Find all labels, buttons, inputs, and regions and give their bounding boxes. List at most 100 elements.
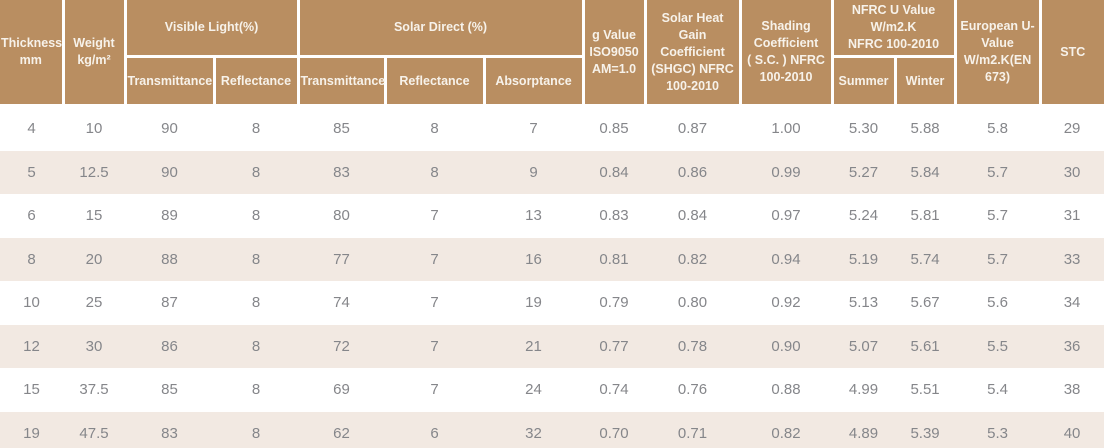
cell-u-winter: 5.74 bbox=[895, 237, 956, 281]
cell-g-value: 0.83 bbox=[583, 194, 646, 238]
header-solar-direct: Solar Direct (%) bbox=[296, 0, 585, 58]
cell-sd-transmittance: 72 bbox=[298, 324, 385, 368]
cell-g-value: 0.85 bbox=[583, 105, 646, 151]
cell-g-value: 0.77 bbox=[583, 324, 646, 368]
header-sub-row: Transmittance Reflectance Transmittance … bbox=[0, 55, 1104, 107]
cell-vl-transmittance: 83 bbox=[125, 411, 214, 448]
header-sd-reflectance: Reflectance bbox=[383, 55, 486, 107]
header-nfrc-u-value: NFRC U Value W/m2.K NFRC 100-2010 bbox=[830, 0, 957, 58]
header-vl-transmittance: Transmittance bbox=[123, 55, 216, 107]
cell-sd-absorptance: 7 bbox=[484, 105, 584, 151]
cell-weight: 25 bbox=[63, 281, 125, 325]
cell-sd-absorptance: 16 bbox=[484, 237, 584, 281]
cell-stc: 31 bbox=[1040, 194, 1104, 238]
cell-sd-transmittance: 83 bbox=[298, 150, 385, 194]
cell-sc: 0.99 bbox=[740, 150, 833, 194]
cell-shgc: 0.80 bbox=[645, 281, 741, 325]
cell-shgc: 0.87 bbox=[645, 105, 741, 151]
cell-thickness: 10 bbox=[0, 281, 63, 325]
cell-g-value: 0.81 bbox=[583, 237, 646, 281]
table-row: 15 37.5 85 8 69 7 24 0.74 0.76 0.88 4.99 5.51 5.4 38 bbox=[0, 368, 1104, 412]
cell-weight: 30 bbox=[63, 324, 125, 368]
cell-u-summer: 5.27 bbox=[832, 150, 896, 194]
cell-u-winter: 5.67 bbox=[895, 281, 956, 325]
header-sd-transmittance: Transmittance bbox=[296, 55, 387, 107]
cell-u-summer: 4.89 bbox=[832, 411, 896, 448]
cell-sd-reflectance: 7 bbox=[385, 324, 484, 368]
header-european-u-value: European U- Value W/m2.K(EN 673) bbox=[953, 0, 1042, 107]
cell-eu-u-value: 5.5 bbox=[955, 324, 1041, 368]
cell-sc: 1.00 bbox=[740, 105, 833, 151]
cell-vl-transmittance: 89 bbox=[125, 194, 214, 238]
cell-u-winter: 5.61 bbox=[895, 324, 956, 368]
cell-eu-u-value: 5.3 bbox=[955, 411, 1041, 448]
header-u-winter: Winter bbox=[893, 55, 957, 107]
cell-g-value: 0.79 bbox=[583, 281, 646, 325]
cell-sc: 0.82 bbox=[740, 411, 833, 448]
header-shgc: Solar Heat Gain Coefficient (SHGC) NFRC … bbox=[643, 0, 742, 107]
cell-sd-transmittance: 77 bbox=[298, 237, 385, 281]
cell-thickness: 12 bbox=[0, 324, 63, 368]
cell-g-value: 0.74 bbox=[583, 368, 646, 412]
cell-stc: 36 bbox=[1040, 324, 1104, 368]
cell-u-summer: 5.19 bbox=[832, 237, 896, 281]
cell-vl-transmittance: 85 bbox=[125, 368, 214, 412]
cell-sd-transmittance: 85 bbox=[298, 105, 385, 151]
header-sd-absorptance: Absorptance bbox=[482, 55, 585, 107]
cell-vl-reflectance: 8 bbox=[214, 194, 298, 238]
cell-eu-u-value: 5.4 bbox=[955, 368, 1041, 412]
cell-vl-reflectance: 8 bbox=[214, 411, 298, 448]
cell-stc: 38 bbox=[1040, 368, 1104, 412]
cell-u-summer: 4.99 bbox=[832, 368, 896, 412]
table-row: 8 20 88 8 77 7 16 0.81 0.82 0.94 5.19 5.74 5.7 33 bbox=[0, 237, 1104, 281]
cell-vl-transmittance: 86 bbox=[125, 324, 214, 368]
table-row: 12 30 86 8 72 7 21 0.77 0.78 0.90 5.07 5.61 5.5 36 bbox=[0, 324, 1104, 368]
header-stc: STC bbox=[1038, 0, 1104, 107]
cell-vl-reflectance: 8 bbox=[214, 324, 298, 368]
table-row: 5 12.5 90 8 83 8 9 0.84 0.86 0.99 5.27 5.84 5.7 30 bbox=[0, 150, 1104, 194]
cell-sd-reflectance: 8 bbox=[385, 105, 484, 151]
cell-sd-reflectance: 7 bbox=[385, 194, 484, 238]
cell-sd-absorptance: 9 bbox=[484, 150, 584, 194]
header-u-summer: Summer bbox=[830, 55, 897, 107]
cell-eu-u-value: 5.6 bbox=[955, 281, 1041, 325]
table-row: 6 15 89 8 80 7 13 0.83 0.84 0.97 5.24 5.81 5.7 31 bbox=[0, 194, 1104, 238]
cell-shgc: 0.71 bbox=[645, 411, 741, 448]
cell-sc: 0.94 bbox=[740, 237, 833, 281]
cell-weight: 15 bbox=[63, 194, 125, 238]
header-thickness: Thickness mm bbox=[0, 0, 65, 107]
cell-sd-reflectance: 7 bbox=[385, 237, 484, 281]
cell-stc: 29 bbox=[1040, 105, 1104, 151]
cell-sd-reflectance: 7 bbox=[385, 368, 484, 412]
cell-stc: 30 bbox=[1040, 150, 1104, 194]
cell-stc: 33 bbox=[1040, 237, 1104, 281]
header-g-value: g Value ISO9050 AM=1.0 bbox=[581, 0, 647, 107]
cell-vl-reflectance: 8 bbox=[214, 281, 298, 325]
cell-thickness: 8 bbox=[0, 237, 63, 281]
cell-thickness: 5 bbox=[0, 150, 63, 194]
cell-sd-transmittance: 80 bbox=[298, 194, 385, 238]
cell-vl-transmittance: 87 bbox=[125, 281, 214, 325]
table-row: 4 10 90 8 85 8 7 0.85 0.87 1.00 5.30 5.88 5.8 29 bbox=[0, 105, 1104, 151]
table-row: 19 47.5 83 8 62 6 32 0.70 0.71 0.82 4.89 5.39 5.3 40 bbox=[0, 411, 1104, 448]
cell-sd-reflectance: 6 bbox=[385, 411, 484, 448]
cell-u-winter: 5.39 bbox=[895, 411, 956, 448]
cell-sc: 0.97 bbox=[740, 194, 833, 238]
cell-thickness: 19 bbox=[0, 411, 63, 448]
cell-eu-u-value: 5.7 bbox=[955, 237, 1041, 281]
cell-g-value: 0.70 bbox=[583, 411, 646, 448]
cell-shgc: 0.76 bbox=[645, 368, 741, 412]
cell-sc: 0.90 bbox=[740, 324, 833, 368]
cell-vl-reflectance: 8 bbox=[214, 368, 298, 412]
header-visible-light: Visible Light(%) bbox=[123, 0, 300, 58]
header-group-row: Thickness mm Weight kg/m² Visible Light(… bbox=[0, 0, 1104, 107]
cell-sd-absorptance: 21 bbox=[484, 324, 584, 368]
cell-sd-transmittance: 62 bbox=[298, 411, 385, 448]
cell-weight: 10 bbox=[63, 105, 125, 151]
table-header: Thickness mm Weight kg/m² Visible Light(… bbox=[0, 0, 1104, 107]
cell-shgc: 0.82 bbox=[645, 237, 741, 281]
cell-sd-absorptance: 19 bbox=[484, 281, 584, 325]
cell-u-winter: 5.51 bbox=[895, 368, 956, 412]
cell-u-summer: 5.24 bbox=[832, 194, 896, 238]
